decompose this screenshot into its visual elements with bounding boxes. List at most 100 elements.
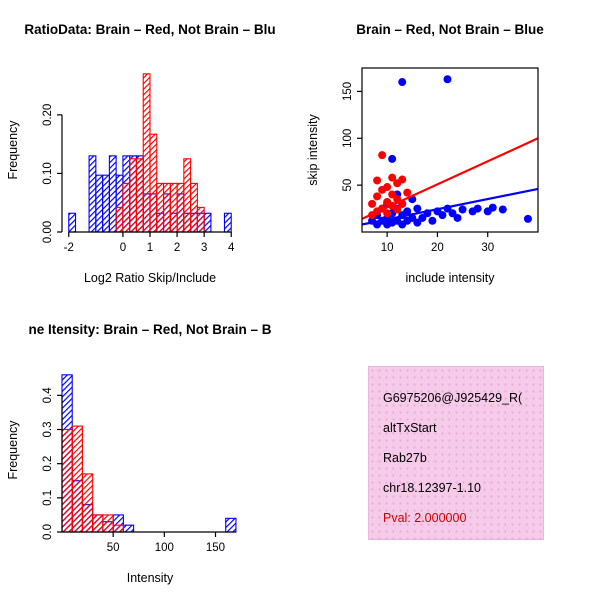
hist-bar [115, 206, 124, 233]
chart-scatter-intensity: 10 20 30 50 100 150 include intensity skip inte… [306, 22, 544, 285]
hist-bar [190, 182, 198, 233]
hist-bar [102, 514, 114, 533]
scatter-point-not-brain [453, 213, 462, 222]
scatter-point-brain [398, 175, 407, 184]
scatter-point-not-brain [488, 203, 497, 212]
scatter-point-brain [373, 192, 382, 201]
x-tick-label: 50 [107, 542, 120, 554]
hist-bar [61, 428, 73, 533]
y-tick-label: 0.4 [42, 387, 54, 404]
axes [57, 394, 236, 537]
scatter-point-not-brain [448, 209, 457, 218]
info-locus: chr18.12397-1.10 [383, 481, 481, 495]
y-tick-label: 100 [342, 129, 354, 148]
x-axis-title: Intensity [127, 571, 174, 585]
scatter-point-brain [383, 183, 392, 192]
x-tick-label: 0 [120, 242, 126, 254]
hist-bar [225, 517, 237, 533]
chart-hist-gene-intensity: 50 100 150 0.0 0.1 0.2 0.3 0.4 Intensity Frequenc… [6, 322, 272, 585]
y-tick-label: 0.0 [42, 524, 54, 540]
scatter-point-brain [403, 188, 412, 197]
chart-title: ne Itensity: Brain – Red, Not Brain – B [28, 322, 271, 337]
hist-bar [156, 182, 165, 233]
x-tick-label: 30 [481, 242, 494, 254]
x-tick-label: 20 [431, 242, 444, 254]
hist-bar [223, 212, 232, 233]
info-event-type: altTxStart [383, 421, 437, 435]
x-axis-title: Log2 Ratio Skip/Include [84, 271, 216, 285]
scatter-point-not-brain [408, 213, 417, 222]
hist-bar [183, 158, 192, 233]
info-probe-id: G6975206@J925429_R( [383, 391, 523, 405]
info-pval: Pval: 2.000000 [383, 511, 467, 525]
scatter-point-brain [388, 190, 397, 199]
hist-bar [68, 212, 77, 233]
chart-hist-log2-ratio: -2 0 1 2 3 4 0.00 0.10 0.20 Log2 Ratio Skip/Inclu… [6, 22, 276, 285]
y-axis-title: Frequency [6, 420, 20, 480]
chart-title: RatioData: Brain – Red, Not Brain – Blu [24, 22, 275, 37]
y-tick-label: 0.1 [42, 490, 54, 506]
scatter-point-brain [388, 173, 397, 182]
y-tick-label: 0.00 [42, 221, 54, 243]
axes [357, 67, 539, 237]
hist-bar [142, 73, 151, 233]
chart-title: Brain – Red, Not Brain – Blue [356, 22, 544, 37]
hist-bar [169, 182, 178, 233]
hist-bar [122, 524, 135, 533]
y-axis-title: Frequency [6, 120, 20, 180]
gene-info-box: G6975206@J925429_R( altTxStart Rab27b ch… [368, 366, 544, 540]
x-tick-label: 10 [381, 242, 394, 254]
hist-bar [95, 174, 104, 233]
scatter-point-brain [393, 205, 402, 214]
y-tick-label: 0.20 [42, 104, 54, 126]
fit-lines [361, 137, 539, 226]
scatter-point-brain [368, 199, 377, 208]
not-brain-fit-line [361, 187, 539, 226]
scatter-point-not-brain [443, 75, 452, 84]
scatter-point-brain [378, 151, 387, 160]
scatter-point-not-brain [398, 78, 407, 87]
hist-bar [135, 158, 144, 233]
scatter-point-not-brain [403, 207, 412, 216]
brain-fit-line [361, 137, 539, 220]
hist-bar [108, 155, 117, 233]
x-tick-label: 4 [228, 242, 235, 254]
scatter-point-not-brain [428, 216, 437, 225]
hist-bar [102, 174, 110, 233]
y-tick-label: 0.10 [42, 162, 54, 184]
scatter-point-brain [383, 209, 392, 218]
hist-bar [71, 425, 84, 533]
hist-bar [196, 206, 205, 233]
scatter-point-brain [373, 176, 382, 185]
panel-gene-info: G6975206@J925429_R( altTxStart Rab27b ch… [300, 300, 600, 600]
hist-bar [92, 514, 104, 533]
hist-bar [203, 212, 212, 233]
info-gene-name: Rab27b [383, 451, 427, 465]
hist-bar [129, 158, 138, 233]
y-tick-label: 0.3 [42, 422, 54, 438]
y-tick-label: 50 [342, 179, 354, 192]
y-tick-label: 150 [342, 82, 354, 101]
x-axis-title: include intensity [406, 271, 496, 285]
scatter-point-not-brain [523, 214, 532, 223]
x-tick-label: -2 [64, 242, 74, 254]
axis-text: -2 0 1 2 3 4 0.00 0.10 0.20 Log2 Ratio Skip/Inclu… [6, 22, 276, 285]
scatter-point-not-brain [413, 204, 422, 213]
scatter-point-not-brain [458, 205, 467, 214]
x-tick-label: 1 [147, 242, 153, 254]
hist-bar [176, 182, 185, 233]
hist-bar [112, 524, 124, 533]
y-tick-label: 0.2 [42, 456, 54, 472]
x-tick-label: 100 [155, 542, 174, 554]
scatter-point-not-brain [438, 211, 447, 220]
hist-bar [88, 155, 97, 233]
hist-series-brain [115, 73, 205, 233]
x-tick-label: 2 [174, 242, 180, 254]
hist-bar [149, 133, 158, 233]
panel-hist-gene-intensity: 50 100 150 0.0 0.1 0.2 0.3 0.4 Intensity Frequenc… [0, 300, 300, 600]
x-tick-label: 3 [201, 242, 207, 254]
hist-bar [81, 473, 94, 533]
hist-bar [122, 182, 131, 233]
axis-text: 10 20 30 50 100 150 include intensity skip inte… [306, 22, 544, 285]
